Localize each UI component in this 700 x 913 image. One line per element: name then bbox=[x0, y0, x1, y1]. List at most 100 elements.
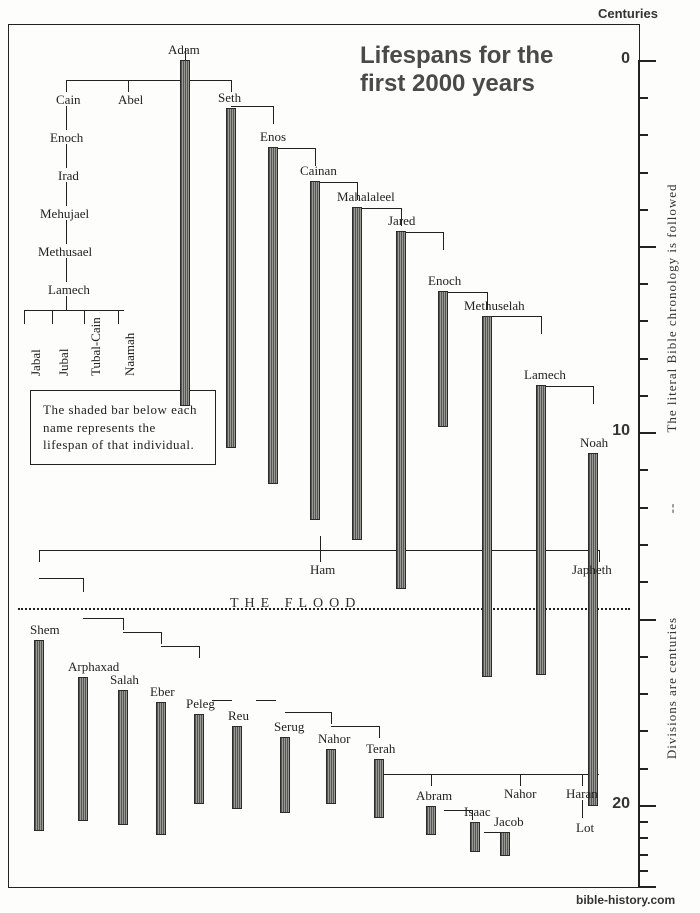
axis-tick bbox=[638, 469, 648, 471]
axis-tick bbox=[638, 60, 656, 62]
axis-tick bbox=[638, 870, 648, 872]
connector-line bbox=[83, 578, 84, 592]
connector-line bbox=[331, 726, 379, 727]
connector-line bbox=[39, 578, 83, 579]
connector-line bbox=[520, 774, 521, 786]
axis-tick bbox=[638, 821, 648, 823]
lifespan-bar-jared bbox=[396, 231, 406, 589]
person-label-haran: Haran bbox=[566, 786, 598, 802]
person-label-serug: Serug bbox=[274, 719, 304, 735]
connector-line bbox=[285, 712, 331, 713]
person-label-methusael: Methusael bbox=[38, 244, 92, 260]
person-label-lamech1: Lamech bbox=[48, 282, 90, 298]
connector-line bbox=[66, 220, 67, 244]
connector-line bbox=[379, 726, 380, 738]
connector-line bbox=[24, 310, 124, 311]
axis-tick bbox=[638, 320, 648, 322]
person-label-nahor: Nahor bbox=[318, 731, 351, 747]
side-note-upper: The literal Bible chronology is followed bbox=[664, 128, 680, 488]
person-label-noah: Noah bbox=[580, 435, 608, 451]
title-line1: Lifespans for the bbox=[360, 42, 553, 69]
axis-tick bbox=[638, 854, 648, 856]
axis-tick bbox=[638, 358, 648, 360]
person-label-reu: Reu bbox=[228, 708, 249, 724]
connector-line bbox=[39, 550, 40, 562]
title-line2: first 2000 years bbox=[360, 70, 535, 97]
lifespan-bar-isaac bbox=[470, 822, 480, 851]
lifespan-bar-reu bbox=[232, 726, 242, 810]
person-label-ham: Ham bbox=[310, 562, 335, 578]
lifespan-bar-mahalaleel bbox=[352, 207, 362, 540]
connector-line bbox=[123, 618, 124, 630]
person-label-cainan: Cainan bbox=[300, 163, 337, 179]
connector-line bbox=[582, 774, 583, 786]
axis-number: 10 bbox=[606, 422, 630, 440]
person-label-salah: Salah bbox=[110, 672, 139, 688]
lifespan-bar-terah bbox=[374, 759, 384, 818]
connector-line bbox=[161, 632, 162, 644]
side-note-sep: -- bbox=[664, 488, 680, 528]
flood-label: THE FLOOD bbox=[230, 596, 361, 612]
axis-tick bbox=[638, 581, 648, 583]
person-label-seth: Seth bbox=[218, 90, 241, 106]
connector-line bbox=[52, 310, 53, 324]
connector-line bbox=[66, 106, 67, 130]
side-note-lower: Divisions are centuries bbox=[664, 538, 680, 838]
connector-line bbox=[541, 316, 542, 334]
connector-line bbox=[431, 774, 432, 786]
connector-line bbox=[118, 310, 119, 324]
axis-tick bbox=[638, 283, 648, 285]
connector-line bbox=[331, 712, 332, 724]
person-label-enos: Enos bbox=[260, 129, 286, 145]
person-label-naamah: Naamah bbox=[122, 333, 138, 376]
person-label-shem: Shem bbox=[30, 622, 60, 638]
lifespan-bar-seth bbox=[226, 108, 236, 447]
connector-line bbox=[84, 310, 85, 324]
lifespan-bar-enoch2 bbox=[438, 291, 448, 427]
connector-line bbox=[582, 800, 583, 818]
person-label-adam: Adam bbox=[168, 42, 200, 58]
connector-line bbox=[66, 182, 67, 206]
connector-line bbox=[593, 386, 594, 404]
connector-line bbox=[212, 700, 232, 701]
lifespan-bar-methuselah bbox=[482, 316, 492, 677]
connector-line bbox=[66, 144, 67, 168]
lifespan-bar-salah bbox=[118, 690, 128, 825]
axis-tick bbox=[638, 544, 648, 546]
axis-top-label: Centuries bbox=[598, 6, 658, 21]
chart-title: Lifespans for thefirst 2000 years bbox=[360, 42, 553, 97]
axis-number: 0 bbox=[606, 50, 630, 68]
chart-stage: Lifespans for thefirst 2000 years Centuri… bbox=[0, 0, 700, 913]
axis-tick bbox=[638, 619, 656, 621]
connector-line bbox=[66, 258, 67, 282]
lifespan-bar-noah bbox=[588, 453, 598, 806]
credit-text: bible-history.com bbox=[576, 893, 675, 907]
connector-line bbox=[128, 80, 129, 92]
axis-tick bbox=[638, 837, 648, 839]
person-label-cain: Cain bbox=[56, 92, 81, 108]
axis-tick bbox=[638, 693, 648, 695]
lifespan-bar-abram bbox=[426, 806, 436, 834]
person-label-mahalaleel: Mahalaleel bbox=[337, 189, 395, 205]
axis-tick bbox=[638, 134, 648, 136]
connector-line bbox=[401, 232, 443, 233]
lifespan-bar-enos bbox=[268, 147, 278, 484]
person-label-peleg: Peleg bbox=[186, 696, 215, 712]
person-label-enoch2: Enoch bbox=[428, 273, 461, 289]
person-label-lot: Lot bbox=[576, 820, 594, 836]
person-label-jacob: Jacob bbox=[494, 814, 524, 830]
person-label-jubal: Jubal bbox=[56, 349, 72, 376]
connector-line bbox=[443, 232, 444, 250]
lifespan-bar-lamech2 bbox=[536, 385, 546, 675]
axis-tick bbox=[638, 886, 656, 888]
axis-tick bbox=[638, 432, 656, 434]
connector-line bbox=[443, 292, 487, 293]
connector-line bbox=[273, 106, 274, 124]
lifespan-bar-arphaxad bbox=[78, 677, 88, 820]
lifespan-bar-shem bbox=[34, 640, 44, 830]
lifespan-bar-adam bbox=[180, 60, 190, 406]
axis-tick bbox=[638, 97, 648, 99]
axis-number: 20 bbox=[606, 795, 630, 813]
person-label-japheth: Japheth bbox=[572, 562, 612, 578]
connector-line bbox=[39, 550, 599, 551]
